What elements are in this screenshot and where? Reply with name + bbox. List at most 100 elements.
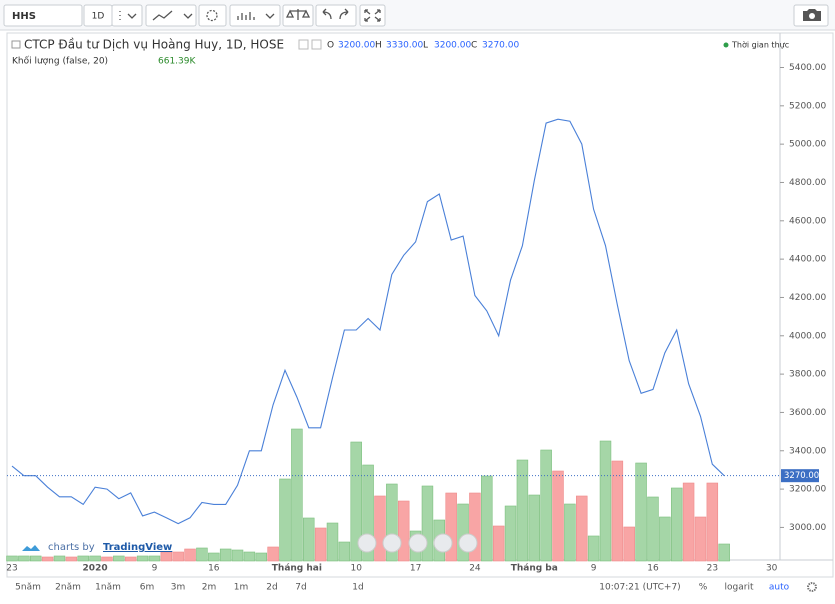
- chart-style-button[interactable]: [145, 4, 197, 27]
- volume-bar: [445, 492, 457, 562]
- ohlc-legend: O 3200.00 H 3330.00 L 3200.00 C 3270.00: [298, 39, 519, 51]
- x-tick-label: Tháng hai: [272, 564, 322, 574]
- x-tick-label: 24: [469, 564, 481, 574]
- y-tick-label: 4000.00: [789, 331, 826, 341]
- settings-icon: [206, 9, 218, 22]
- range-button[interactable]: 7d: [295, 583, 306, 593]
- price-line: [11, 118, 725, 525]
- range-button[interactable]: 3m: [171, 583, 186, 593]
- status: Thời gian thực: [731, 40, 789, 51]
- nav-zoom-out[interactable]: [382, 533, 402, 553]
- credit-brand[interactable]: TradingView: [103, 542, 172, 553]
- range-button[interactable]: 6m: [140, 583, 155, 593]
- symbol-input[interactable]: [3, 4, 83, 27]
- nav-zoom-in[interactable]: [433, 533, 453, 553]
- volume-bar: [101, 556, 113, 562]
- volume-bar: [113, 555, 125, 562]
- volume-bar: [599, 440, 612, 562]
- volume-bar: [576, 495, 588, 562]
- y-tick-label: 3400.00: [789, 446, 826, 456]
- x-tick-label: 23: [707, 564, 718, 574]
- y-tick-label: 3800.00: [789, 370, 826, 380]
- x-tick-label: 9: [152, 564, 158, 574]
- volume-bar: [552, 470, 564, 562]
- compare-icon: [285, 9, 311, 20]
- volume-bar: [303, 517, 315, 562]
- legend-icon: [298, 39, 309, 50]
- undo-redo[interactable]: [315, 4, 357, 27]
- volume-bar: [18, 555, 30, 562]
- clock: 10:07:21 (UTC+7): [599, 583, 680, 593]
- volume-title: Khối lượng (false, 20): [12, 56, 108, 67]
- legend-icon: [311, 39, 322, 50]
- camera-lens: [809, 13, 815, 19]
- y-tick-label: 4200.00: [789, 293, 826, 303]
- volume-bar: [124, 556, 137, 562]
- ohlc-label: H: [375, 41, 382, 51]
- range-button[interactable]: 1d: [352, 583, 363, 593]
- volume-bar: [219, 548, 232, 562]
- y-tick-label: 5000.00: [789, 140, 826, 150]
- settings-button[interactable]: [198, 4, 227, 27]
- range-button[interactable]: 1m: [234, 583, 249, 593]
- volume-bar: [208, 552, 220, 562]
- y-tick-label: 3600.00: [789, 408, 826, 418]
- symbol[interactable]: HHS: [12, 11, 36, 22]
- undo-redo-icon: [322, 8, 349, 20]
- auto-toggle[interactable]: auto: [769, 583, 790, 593]
- volume-bar: [148, 555, 161, 562]
- x-tick-label: 16: [208, 564, 220, 574]
- log-toggle[interactable]: logarit: [725, 583, 754, 593]
- volume-bar: [611, 460, 624, 562]
- range-button[interactable]: 5năm: [15, 583, 41, 593]
- volume-bar: [516, 459, 529, 562]
- volume-bar: [587, 535, 600, 562]
- volume-bar: [30, 555, 42, 562]
- nav-buttons: [357, 533, 478, 553]
- collapse-icon[interactable]: [11, 40, 21, 49]
- volume-bar: [326, 522, 339, 562]
- volume-bar: [362, 464, 374, 562]
- nav-left[interactable]: [357, 533, 377, 553]
- volume-bar: [528, 494, 541, 562]
- volume-bar: [659, 516, 671, 562]
- volume-bar: [136, 555, 149, 562]
- ohlc-label: C: [471, 41, 477, 51]
- volume-bar: [481, 475, 493, 562]
- volume-bar: [421, 485, 434, 562]
- settings-small[interactable]: [807, 582, 817, 592]
- percent-toggle[interactable]: %: [699, 583, 708, 593]
- nav-reset[interactable]: [408, 533, 428, 553]
- volume-bar: [196, 547, 208, 562]
- range-button[interactable]: 2m: [202, 583, 217, 593]
- volume-bar: [694, 516, 707, 562]
- nav-right[interactable]: [458, 533, 478, 553]
- last-price-box: [781, 469, 819, 483]
- volume-bar: [647, 496, 659, 562]
- interval[interactable]: 1D: [92, 12, 105, 22]
- volume-bar: [504, 505, 517, 562]
- x-tick-label: 16: [647, 564, 659, 574]
- range-button[interactable]: 2d: [266, 583, 277, 593]
- chart-title: CTCP Đầu tư Dịch vụ Hoàng Huy, 1D, HOSE: [24, 38, 284, 52]
- volume-bar: [160, 551, 173, 562]
- x-tick-label: Tháng ba: [511, 564, 558, 574]
- volume-bar: [291, 428, 303, 562]
- volume-bar: [184, 548, 196, 562]
- interval-menu[interactable]: [111, 4, 143, 27]
- y-tick-label: 4400.00: [789, 255, 826, 265]
- x-tick-label: 9: [591, 564, 597, 574]
- y-tick-label: 3000.00: [789, 523, 826, 533]
- range-button[interactable]: 1năm: [95, 583, 121, 593]
- range-button[interactable]: 2năm: [55, 583, 81, 593]
- line-icon: [152, 10, 193, 21]
- y-tick-label: 3200.00: [789, 485, 826, 495]
- volume-bar: [397, 500, 410, 562]
- volume-pane: [6, 428, 730, 562]
- indicators-button[interactable]: [229, 4, 281, 27]
- volume-bar: [53, 555, 66, 562]
- fullscreen-button[interactable]: [359, 4, 386, 27]
- y-tick-label: 5400.00: [789, 63, 826, 73]
- ohlc-label: L: [423, 41, 428, 51]
